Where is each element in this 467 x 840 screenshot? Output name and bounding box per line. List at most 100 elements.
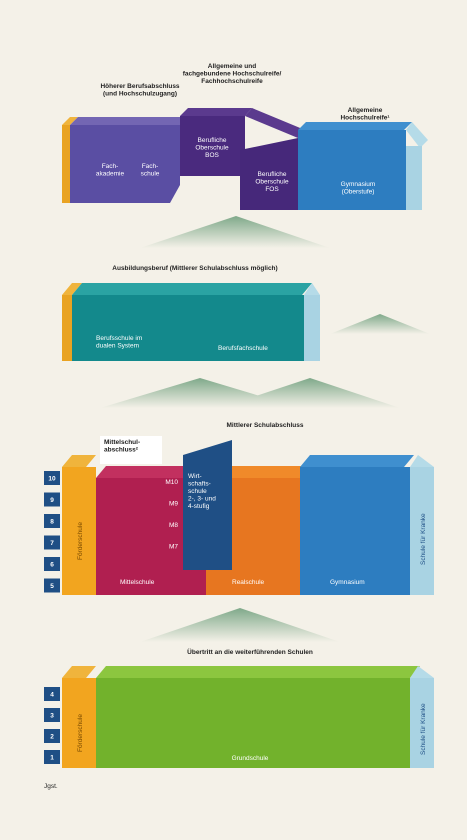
- column: [410, 678, 434, 768]
- block: [180, 116, 245, 176]
- grade: 2: [50, 734, 54, 741]
- text-line: Gymnasium: [341, 181, 376, 188]
- note-box: [100, 436, 162, 464]
- text-line: Berufliche: [258, 171, 287, 178]
- face: [298, 122, 412, 130]
- strip: [304, 295, 320, 361]
- face: [304, 283, 320, 295]
- label: Förderschule: [77, 522, 84, 560]
- text-line: 4-stufig: [188, 503, 210, 510]
- heading: Ausbildungsberuf (Mittlerer Schulabschlu…: [112, 265, 277, 272]
- block: [298, 130, 406, 210]
- block: [240, 138, 305, 210]
- column: [62, 467, 96, 595]
- column: [410, 467, 434, 595]
- label: Berufliche Oberschule BOS: [195, 137, 229, 159]
- strip: [406, 146, 422, 210]
- grade: 8: [50, 519, 54, 526]
- heading: Allgemeine Hochschulreife¹: [340, 107, 389, 122]
- label: Schule für Kranke: [420, 703, 427, 755]
- heading: Mittlerer Schulabschluss: [227, 422, 304, 429]
- block: [70, 125, 180, 203]
- grade-box: [44, 535, 60, 550]
- label: Gymnasium (Oberstufe): [341, 181, 376, 196]
- face: [70, 117, 188, 125]
- grade: 5: [50, 583, 54, 590]
- column: [62, 678, 96, 768]
- text-line: schule: [141, 171, 160, 178]
- heading: Übertritt an die weiterführenden Schulen: [187, 647, 313, 656]
- face: [410, 455, 434, 467]
- primary-block: Übertritt an die weiterführenden Schulen…: [44, 647, 434, 768]
- grade: 4: [50, 692, 54, 699]
- label: Schule für Kranke: [420, 513, 427, 565]
- transition: [140, 608, 340, 642]
- text-line: Fach-: [102, 163, 119, 170]
- text-line: BOS: [205, 152, 219, 159]
- tertiary-block: Höherer Berufsabschluss (und Hochschulzug…: [62, 63, 428, 210]
- grade-box: [44, 729, 60, 743]
- text-line: Mittelschul-: [104, 439, 140, 446]
- column: [96, 678, 410, 768]
- text-line: (und Hochschulzugang): [103, 91, 177, 98]
- grade: 6: [50, 562, 54, 569]
- secondary-block: Mittlerer Schulabschluss Mittelschul-abs…: [44, 422, 434, 595]
- transition: [140, 216, 330, 248]
- text-line: schule: [188, 488, 207, 495]
- m-level: M10: [165, 479, 178, 486]
- label: Fach-schule: [141, 163, 160, 178]
- text-line: Fachhochschulreife: [201, 78, 263, 85]
- text-line: Allgemeine: [348, 107, 383, 114]
- face: [245, 108, 305, 138]
- face: [72, 283, 312, 295]
- text-line: Fach-: [142, 163, 159, 170]
- m-level: M9: [169, 501, 178, 508]
- face: [62, 283, 82, 295]
- grade-box: [44, 471, 60, 485]
- text-line: Höherer Berufsabschluss: [100, 83, 179, 90]
- label: Förderschule: [77, 714, 84, 752]
- text-line: Berufliche: [198, 137, 227, 144]
- heading: Höherer Berufsabschluss (und Hochschulzug…: [100, 83, 179, 98]
- transitions: [100, 216, 430, 642]
- grade-box: [44, 514, 60, 528]
- label: Grundschule: [232, 755, 269, 762]
- grade-box: [44, 492, 60, 507]
- grade-box: [44, 687, 60, 701]
- text-line: Hochschulreife¹: [340, 115, 389, 122]
- text-line: Oberschule: [195, 145, 229, 152]
- label: Fach-akademie: [96, 163, 125, 178]
- column: [300, 467, 410, 595]
- face: [410, 666, 434, 678]
- grade: 1: [50, 755, 54, 762]
- label: Gymnasium: [330, 579, 365, 586]
- grade-box: [44, 557, 60, 571]
- grade-label: Jgst.: [44, 783, 58, 790]
- face: [62, 666, 96, 678]
- heading: Mittelschul-abschluss²: [104, 439, 140, 454]
- text-line: Allgemeine und: [208, 63, 256, 70]
- strip: [62, 125, 70, 203]
- text-line: Berufsschule im: [96, 335, 142, 342]
- grade-box: [44, 578, 60, 593]
- m-level: M8: [169, 522, 178, 529]
- transition: [330, 314, 430, 334]
- strip: [62, 295, 72, 361]
- face: [180, 108, 252, 116]
- face: [62, 455, 96, 467]
- transition: [220, 378, 400, 408]
- label: Berufsfachschule: [218, 345, 268, 352]
- label: Berufsschule im dualen System: [96, 335, 142, 350]
- label: Realschule: [232, 579, 265, 586]
- block: [183, 440, 232, 570]
- grade-box: [44, 708, 60, 722]
- text-line: schafts-: [188, 481, 211, 488]
- grade-box: [44, 750, 60, 764]
- label: Berufliche Oberschule FOS: [255, 171, 289, 193]
- grade: 10: [48, 476, 56, 483]
- text-line: akademie: [96, 171, 125, 178]
- m-level: M7: [169, 544, 178, 551]
- text-line: 2-, 3- und: [188, 496, 216, 503]
- text-line: dualen System: [96, 343, 139, 350]
- block: [72, 295, 304, 361]
